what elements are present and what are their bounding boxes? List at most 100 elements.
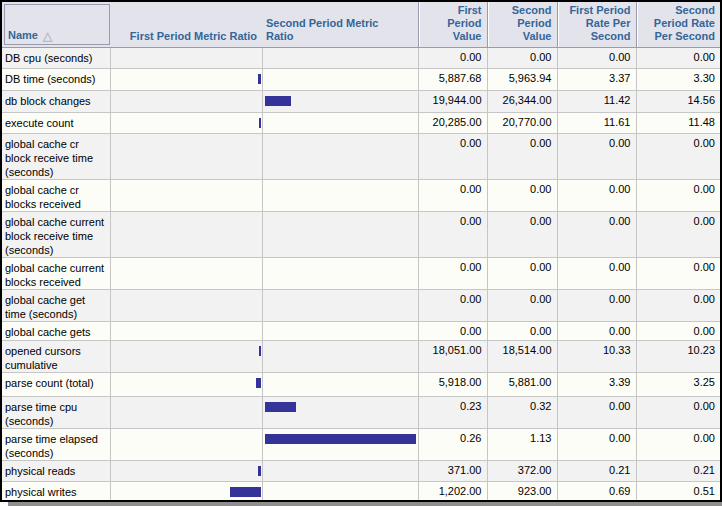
table-row: global cache gets 0.00 0.00 0.00 0.00 (2, 322, 720, 341)
second-period-value: 1.13 (487, 429, 557, 461)
column-header-name[interactable]: Name △ (2, 2, 110, 48)
first-ratio-cell (110, 258, 262, 290)
first-period-rate: 0.00 (557, 397, 636, 429)
first-period-value: 19,944.00 (418, 91, 487, 113)
table-frame: Name △ First Period Metric Ratio Second … (0, 0, 722, 502)
second-ratio-cell (262, 48, 418, 69)
first-ratio-cell (110, 113, 262, 134)
first-ratio-bar (230, 487, 261, 497)
first-period-value: 0.00 (418, 48, 487, 69)
table-row: DB time (seconds) 5,887.68 5,963.94 3.37… (2, 69, 720, 91)
first-period-rate: 0.00 (557, 290, 636, 322)
table-row: global cache cr block receive time (seco… (2, 134, 720, 180)
second-period-value: 0.00 (487, 180, 557, 212)
table-row: db block changes 19,944.00 26,344.00 11.… (2, 91, 720, 113)
second-period-rate: 0.51 (636, 482, 720, 503)
metric-name: physical writes (2, 482, 110, 503)
first-period-rate: 0.00 (557, 212, 636, 258)
first-period-rate: 0.00 (557, 48, 636, 69)
metric-name: opened cursors cumulative (2, 341, 110, 373)
column-header-second-period-metric-ratio[interactable]: Second Period Metric Ratio (262, 2, 418, 48)
first-period-rate: 0.21 (557, 461, 636, 482)
second-ratio-cell (262, 212, 418, 258)
metric-name: parse time elapsed (seconds) (2, 429, 110, 461)
first-period-rate: 11.42 (557, 91, 636, 113)
metric-name: global cache cr blocks received (2, 180, 110, 212)
second-period-value: 0.00 (487, 212, 557, 258)
table-row: parse count (total) 5,918.00 5,881.00 3.… (2, 373, 720, 397)
second-ratio-bar (265, 434, 416, 444)
second-period-value: 18,514.00 (487, 341, 557, 373)
metric-name: physical reads (2, 461, 110, 482)
table-row: global cache get time (seconds) 0.00 0.0… (2, 290, 720, 322)
metric-name: global cache current blocks received (2, 258, 110, 290)
second-ratio-cell (262, 341, 418, 373)
first-ratio-cell (110, 69, 262, 91)
column-header-first-period-value[interactable]: First Period Value (418, 2, 487, 48)
table-row: execute count 20,285.00 20,770.00 11.61 … (2, 113, 720, 134)
first-period-rate: 10.33 (557, 341, 636, 373)
second-period-value: 0.00 (487, 258, 557, 290)
first-period-value: 0.26 (418, 429, 487, 461)
table-row: parse time elapsed (seconds) 0.26 1.13 0… (2, 429, 720, 461)
second-ratio-bar (265, 402, 296, 412)
column-header-second-period-value[interactable]: Second Period Value (487, 2, 557, 48)
metric-name: parse time cpu (seconds) (2, 397, 110, 429)
second-period-value: 26,344.00 (487, 91, 557, 113)
first-period-rate: 0.00 (557, 180, 636, 212)
table-row: opened cursors cumulative 18,051.00 18,5… (2, 341, 720, 373)
metric-name: global cache get time (seconds) (2, 290, 110, 322)
second-ratio-cell (262, 373, 418, 397)
second-period-value: 0.00 (487, 322, 557, 341)
second-period-value: 0.00 (487, 48, 557, 69)
column-header-first-period-metric-ratio[interactable]: First Period Metric Ratio (110, 2, 262, 48)
second-period-rate: 10.23 (636, 341, 720, 373)
sort-ascending-icon: △ (43, 30, 52, 42)
second-period-rate: 0.00 (636, 180, 720, 212)
second-period-value: 372.00 (487, 461, 557, 482)
first-period-rate: 3.37 (557, 69, 636, 91)
column-header-first-period-rate[interactable]: First Period Rate Per Second (557, 2, 636, 48)
metric-name: global cache current block receive time … (2, 212, 110, 258)
first-period-rate: 3.39 (557, 373, 636, 397)
first-period-value: 0.00 (418, 212, 487, 258)
first-period-value: 18,051.00 (418, 341, 487, 373)
metric-name: parse count (total) (2, 373, 110, 397)
first-ratio-cell (110, 290, 262, 322)
second-period-value: 0.00 (487, 134, 557, 180)
metric-name: db block changes (2, 91, 110, 113)
first-period-value: 0.00 (418, 290, 487, 322)
first-ratio-cell (110, 482, 262, 503)
first-period-rate: 0.00 (557, 429, 636, 461)
first-period-rate: 0.00 (557, 322, 636, 341)
second-period-rate: 0.00 (636, 322, 720, 341)
first-period-value: 371.00 (418, 461, 487, 482)
second-period-value: 0.32 (487, 397, 557, 429)
first-ratio-bar (256, 378, 261, 388)
second-period-rate: 11.48 (636, 113, 720, 134)
column-header-name-label: Name (8, 29, 38, 42)
second-period-value: 20,770.00 (487, 113, 557, 134)
first-ratio-bar (259, 346, 261, 356)
first-ratio-cell (110, 48, 262, 69)
first-ratio-cell (110, 134, 262, 180)
metric-name: execute count (2, 113, 110, 134)
first-ratio-cell (110, 91, 262, 113)
header-row: Name △ First Period Metric Ratio Second … (2, 2, 720, 48)
second-ratio-cell (262, 113, 418, 134)
column-header-second-period-rate[interactable]: Second Period Rate Per Second (636, 2, 720, 48)
second-period-value: 0.00 (487, 290, 557, 322)
drop-shadow (8, 502, 722, 506)
second-period-value: 5,881.00 (487, 373, 557, 397)
table-row: global cache cr blocks received 0.00 0.0… (2, 180, 720, 212)
second-period-rate: 0.00 (636, 212, 720, 258)
second-period-value: 923.00 (487, 482, 557, 503)
first-ratio-cell (110, 322, 262, 341)
metrics-table: Name △ First Period Metric Ratio Second … (2, 2, 720, 502)
second-period-rate: 3.25 (636, 373, 720, 397)
first-period-value: 5,887.68 (418, 69, 487, 91)
first-ratio-cell (110, 341, 262, 373)
second-period-rate: 14.56 (636, 91, 720, 113)
second-ratio-cell (262, 91, 418, 113)
first-ratio-cell (110, 397, 262, 429)
